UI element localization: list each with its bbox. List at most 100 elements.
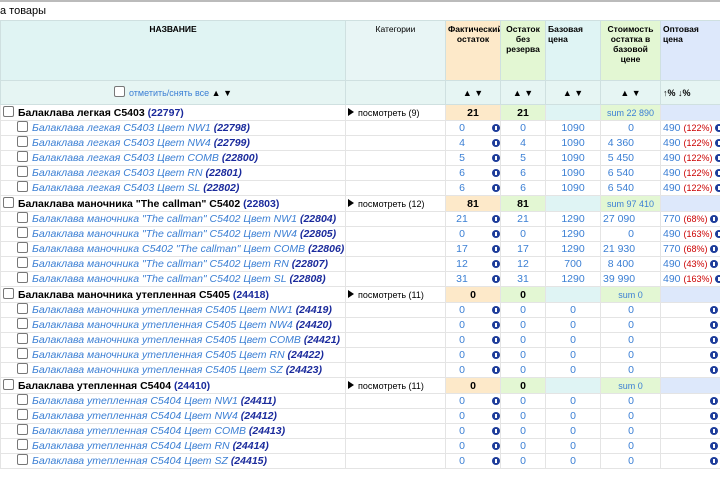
header-cell[interactable]: Категории xyxy=(345,20,446,81)
group-id[interactable]: (24410) xyxy=(173,379,211,392)
item-name[interactable]: Балаклава маночника "The callman" C5402 … xyxy=(32,213,298,225)
help-icon[interactable] xyxy=(710,321,718,329)
item-id[interactable]: (24415) xyxy=(230,455,268,467)
item-name[interactable]: Балаклава маночника утепленная C5405 Цве… xyxy=(32,349,285,361)
checkbox[interactable] xyxy=(17,151,28,162)
item-name[interactable]: Балаклава маночника утепленная C5405 Цве… xyxy=(32,319,293,331)
help-icon[interactable] xyxy=(710,306,718,314)
help-icon[interactable] xyxy=(715,184,720,192)
help-icon[interactable] xyxy=(710,427,718,435)
item-id[interactable]: (24419) xyxy=(295,304,332,316)
item-id[interactable]: (22799) xyxy=(213,137,250,149)
help-icon[interactable] xyxy=(492,260,500,268)
checkbox[interactable] xyxy=(17,181,28,192)
help-icon[interactable] xyxy=(492,245,500,253)
item-id[interactable]: (22798) xyxy=(213,122,250,134)
item-id[interactable]: (22800) xyxy=(221,152,259,164)
checkbox[interactable] xyxy=(17,318,28,329)
view-link[interactable]: посмотреть (11) xyxy=(358,380,424,391)
checkbox[interactable] xyxy=(17,272,28,283)
checkbox[interactable] xyxy=(3,105,14,117)
header-cell[interactable]: Оптовая цена xyxy=(660,20,720,81)
item-id[interactable]: (24422) xyxy=(287,349,324,361)
help-icon[interactable] xyxy=(492,336,500,344)
item-name[interactable]: Балаклава легкая C5403 Цвет NW1 xyxy=(32,122,211,134)
header-cell[interactable]: НАЗВАНИЕ xyxy=(0,20,346,81)
help-icon[interactable] xyxy=(710,442,718,450)
item-name[interactable]: Балаклава утепленная C5404 Цвет COMB xyxy=(32,425,246,437)
sort-arrows[interactable]: ▲ ▼ xyxy=(462,87,484,98)
help-icon[interactable] xyxy=(710,260,719,268)
checkbox[interactable] xyxy=(17,363,28,374)
sort-arrows[interactable]: ▲ ▼ xyxy=(211,87,232,98)
item-id[interactable]: (24421) xyxy=(303,334,341,346)
checkbox[interactable] xyxy=(114,85,125,97)
header-cell[interactable]: Фактический остаток xyxy=(445,20,501,81)
item-name[interactable]: Балаклава маночника утепленная C5405 Цве… xyxy=(32,304,293,316)
item-name[interactable]: Балаклава утепленная C5404 Цвет SZ xyxy=(32,455,228,467)
checkbox[interactable] xyxy=(17,242,28,253)
checkbox[interactable] xyxy=(17,348,28,359)
checkbox[interactable] xyxy=(17,303,28,314)
expand-icon[interactable] xyxy=(348,289,354,298)
item-name[interactable]: Балаклава утепленная C5404 Цвет RN xyxy=(32,440,230,452)
item-name[interactable]: Балаклава легкая C5403 Цвет NW4 xyxy=(32,137,211,149)
expand-icon[interactable] xyxy=(348,107,354,116)
item-name[interactable]: Балаклава легкая C5403 Цвет SL xyxy=(32,182,201,194)
help-icon[interactable] xyxy=(492,154,500,162)
checkbox[interactable] xyxy=(17,409,28,420)
select-all-link[interactable]: отметить/снять все xyxy=(129,87,210,98)
item-name[interactable]: Балаклава легкая C5403 Цвет RN xyxy=(32,167,203,179)
checkbox[interactable] xyxy=(17,136,28,147)
help-icon[interactable] xyxy=(492,412,500,420)
group-id[interactable]: (22797) xyxy=(147,106,184,119)
item-id[interactable]: (24413) xyxy=(248,425,286,437)
checkbox[interactable] xyxy=(3,196,14,208)
checkbox[interactable] xyxy=(17,424,28,435)
help-icon[interactable] xyxy=(715,275,720,283)
item-id[interactable]: (22805) xyxy=(299,228,337,240)
help-icon[interactable] xyxy=(710,336,718,344)
checkbox[interactable] xyxy=(17,333,28,344)
help-icon[interactable] xyxy=(715,139,720,147)
help-icon[interactable] xyxy=(492,139,500,147)
item-name[interactable]: Балаклава маночника утепленная C5405 Цве… xyxy=(32,334,301,346)
help-icon[interactable] xyxy=(492,427,500,435)
pct-sort[interactable]: ↑% ↓% xyxy=(663,87,691,98)
item-id[interactable]: (24411) xyxy=(240,395,277,407)
help-icon[interactable] xyxy=(715,154,720,162)
help-icon[interactable] xyxy=(715,230,720,238)
item-id[interactable]: (22807) xyxy=(291,258,328,270)
help-icon[interactable] xyxy=(710,457,718,465)
header-cell[interactable]: Базовая цена xyxy=(545,20,601,81)
checkbox[interactable] xyxy=(17,454,28,465)
item-id[interactable]: (22802) xyxy=(203,182,240,194)
item-name[interactable]: Балаклава утепленная C5404 Цвет NW1 xyxy=(32,395,238,407)
help-icon[interactable] xyxy=(710,397,718,405)
checkbox[interactable] xyxy=(3,287,14,299)
item-name[interactable]: Балаклава утепленная C5404 Цвет NW4 xyxy=(32,410,238,422)
checkbox[interactable] xyxy=(17,257,28,268)
header-cell[interactable]: Остаток без резерва xyxy=(500,20,546,81)
item-id[interactable]: (22806) xyxy=(308,243,345,255)
sort-arrows[interactable]: ▲ ▼ xyxy=(620,87,641,98)
help-icon[interactable] xyxy=(710,351,718,359)
help-icon[interactable] xyxy=(492,457,500,465)
item-name[interactable]: Балаклава маночника "The callman" C5402 … xyxy=(32,258,289,270)
view-link[interactable]: посмотреть (11) xyxy=(358,289,424,300)
item-id[interactable]: (24420) xyxy=(295,319,332,331)
checkbox[interactable] xyxy=(17,212,28,223)
item-id[interactable]: (22808) xyxy=(289,273,326,285)
checkbox[interactable] xyxy=(17,439,28,450)
checkbox[interactable] xyxy=(17,121,28,132)
item-id[interactable]: (22804) xyxy=(299,213,337,225)
item-id[interactable]: (24414) xyxy=(232,440,269,452)
help-icon[interactable] xyxy=(492,306,500,314)
expand-icon[interactable] xyxy=(348,380,354,389)
help-icon[interactable] xyxy=(715,169,720,177)
checkbox[interactable] xyxy=(17,394,28,405)
help-icon[interactable] xyxy=(492,442,500,450)
help-icon[interactable] xyxy=(492,124,500,132)
expand-icon[interactable] xyxy=(348,198,354,207)
help-icon[interactable] xyxy=(492,321,500,329)
